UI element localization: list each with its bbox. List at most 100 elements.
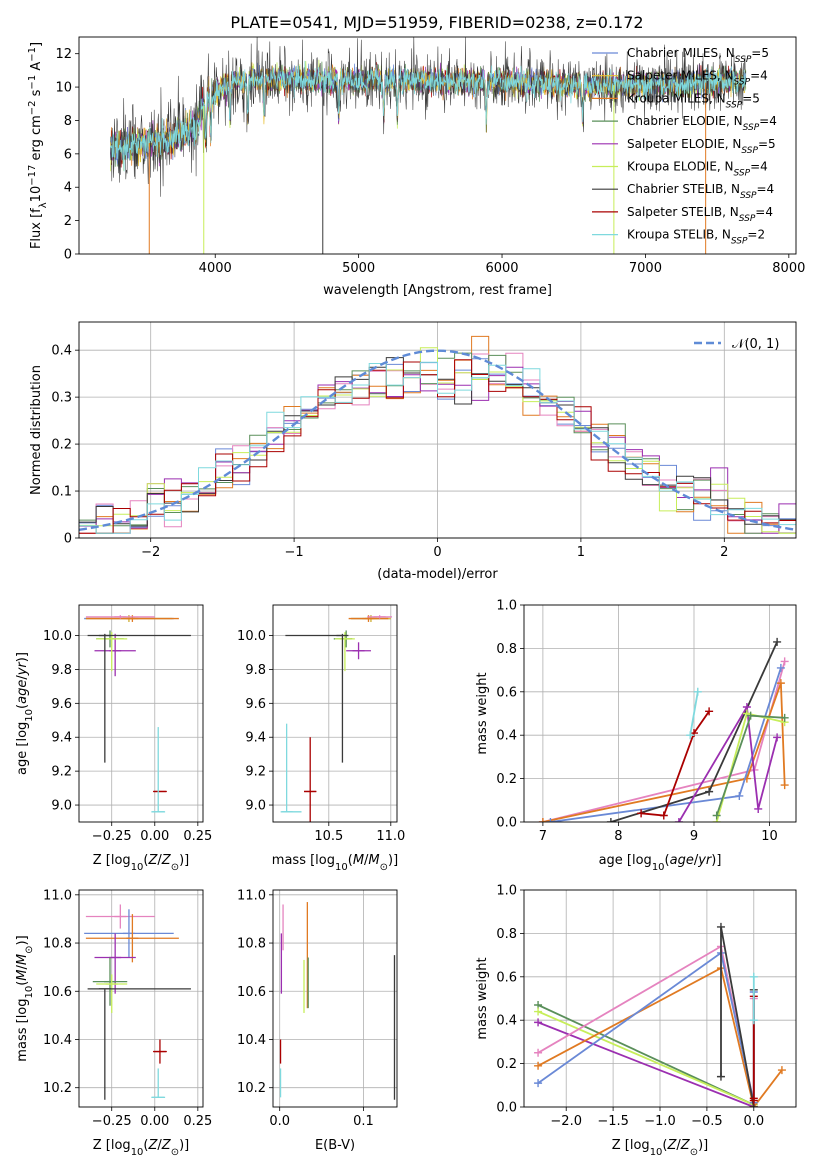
label-part: M [15,954,30,965]
plot-area [279,902,396,1100]
label-part: Z [log [93,853,131,868]
series-line [689,691,699,736]
data-point [153,1039,167,1064]
label-part: 10 [131,1147,144,1158]
y-axis-label: age [log10(age/yr)] [15,652,35,775]
data-point [335,632,355,672]
tick-label-y: 9.6 [245,697,266,712]
tick-label-y: 0 [64,532,72,547]
label-part: M [15,969,30,980]
histogram-step [79,361,796,534]
label-part: / [676,1138,681,1153]
legend-entry: Kroupa STELIB, NSSP=2 [627,228,765,247]
series-line [641,710,710,817]
series-marker [705,787,714,796]
plot-area [110,37,747,254]
tick-label-y: 9.2 [245,765,266,780]
tick-label-x: −0.25 [92,829,132,844]
tick-label-y: 0 [64,248,72,263]
label-part: Z [log [612,1138,650,1153]
series-marker [749,972,758,981]
label-part: ⊙ [171,862,179,873]
series-marker [534,1018,543,1027]
tick-label-x: 4000 [199,261,232,276]
series-marker [773,637,782,646]
axes: −2.0 −1.5 −1.0 −0.5 0.0 0.0 0.2 0.4 0.6 0.8 1.0 Z [… [475,884,797,1158]
label-part: )] [15,652,30,662]
label-part: −1 [27,47,38,62]
tick-label-x: 10 [761,829,778,844]
series-marker [637,809,646,818]
series-marker [712,811,721,820]
tick-label-y: 9.2 [51,765,72,780]
tick-label-x: 0.0 [269,1114,290,1129]
panel-mass-vs-EBV: 0.0 0.1 10.2 10.4 10.6 10.8 11.0 E(B-V) [237,888,398,1153]
series-marker [686,731,695,740]
tick-label-x: −1.5 [597,1114,629,1129]
tick-label-x: 9 [690,829,698,844]
label-part: ⊙ [171,1147,179,1158]
tick-label-y: 0.8 [496,642,517,657]
legend-text: Chabrier MILES, N [627,46,735,60]
data-point [87,988,191,1100]
tick-label-y: 9.4 [245,731,266,746]
label-part: )] [711,853,721,868]
series-line [678,704,778,822]
series-marker [534,1079,543,1088]
label-part: Z [log [93,1138,131,1153]
label-part: λ [38,202,49,208]
data-point [367,615,393,619]
legend-sub: SSP [726,100,743,110]
series-marker [773,733,782,742]
tick-label-y: 2 [64,214,72,229]
legend-sub: SSP [740,191,757,201]
grid [79,890,203,1107]
tick-label-y: 0.2 [496,1057,517,1072]
tick-label-y: 10.8 [43,937,72,952]
label-part: ] [29,42,44,47]
tick-label-x: 0.25 [183,829,212,844]
label-part: ( [665,853,670,868]
legend: Chabrier MILES, N SSP =5 Salpeter MILES, NS… [592,46,777,247]
tick-label-y: 11.0 [237,888,266,903]
series-marker [674,818,683,822]
tick-label-x: 10.5 [314,829,343,844]
tick-label-x: 8000 [772,261,805,276]
legend-post: =4 [755,205,773,219]
axes-frame [78,604,204,823]
series-marker [693,687,702,696]
legend-text: Chabrier ELODIE, N [627,114,743,128]
label-part: wavelength [Angstrom, rest frame] [323,283,552,298]
label-part: Z [161,1138,172,1153]
legend-sub: SSP [743,123,760,133]
label-part: / [364,853,369,868]
panel-age-vs-Z: −0.25 0.00 0.259.09.29.49.69.810.0Z [log10… [15,604,212,873]
series-marker [776,663,785,672]
series-marker [546,818,555,822]
series-marker [780,781,789,790]
legend-entry: Salpeter MILES, NSSP=4 [627,69,768,88]
series-marker [659,811,668,820]
label-part: ( [15,704,30,709]
panel-spectrum: 4000 5000 6000 7000 8000 0 2 4 6 8 10 12 wavelength … [27,36,805,298]
series-marker [534,1048,543,1057]
figure-title: PLATE=0541, MJD=51959, FIBERID=0238, z=0… [230,13,643,32]
label-part: E(B-V) [315,1138,355,1153]
plot-area [84,904,191,1100]
legend-sub: SSP [734,169,751,179]
tick-label-y: 10 [55,81,72,96]
series-marker [776,679,785,688]
legend-entry: Kroupa ELODIE, NSSP=4 [627,160,768,179]
label-part: M [353,853,364,868]
legend-post: =5 [751,46,769,60]
tick-label-y: 9.6 [51,697,72,712]
series-marker [716,922,725,931]
series-marker [705,707,714,716]
series-line [537,1004,755,1106]
tick-label-y: 0.4 [51,344,72,359]
panel-residuals: −2 −1 0 1 2 0 0.1 0.2 0.3 0.4 (data-model)/error No… [29,321,797,582]
axes: 0.0 0.1 10.2 10.4 10.6 10.8 11.0 E(B-V) [237,888,398,1153]
data-point [346,642,371,660]
series-marker [606,818,615,822]
tick-label-x: 0.00 [140,1114,169,1129]
